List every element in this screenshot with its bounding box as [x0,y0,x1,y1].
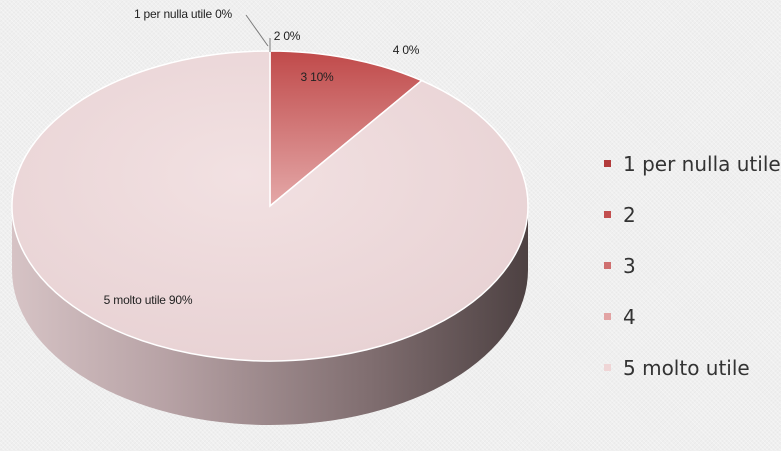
legend-swatch [604,262,611,269]
data-label: 1 per nulla utile 0% [134,7,233,21]
legend-swatch [604,313,611,320]
legend-swatch [604,160,611,167]
legend-item-3: 3 [604,240,781,291]
legend-label: 5 molto utile [623,355,750,380]
data-label: 4 0% [393,43,420,57]
legend-item-4: 4 [604,291,781,342]
slice-labels: 1 per nulla utile 0% 2 0% 3 10% 4 0% 5 molto… [104,7,420,307]
pie-side [12,206,528,425]
legend-item-2: 2 [604,189,781,240]
pie-side-wall [12,206,528,425]
pie-slice [11,50,529,362]
pie-slice [269,50,424,208]
legend-swatch [604,364,611,371]
legend-label: 4 [623,304,636,329]
legend-item-5: 5 molto utile [604,342,781,393]
label-leaders [245,14,271,52]
pie-slices [11,50,529,362]
data-label: 2 0% [274,29,301,43]
legend-label: 1 per nulla utile [623,151,781,176]
legend-item-1: 1 per nulla utile [604,138,781,189]
leader-line [245,14,269,47]
legend-label: 2 [623,202,636,227]
data-label: 5 molto utile 90% [104,293,193,307]
legend-swatch [604,211,611,218]
data-label: 3 10% [300,70,334,84]
legend-label: 3 [623,253,636,278]
legend: 1 per nulla utile 2 3 4 5 molto utile [604,138,781,393]
